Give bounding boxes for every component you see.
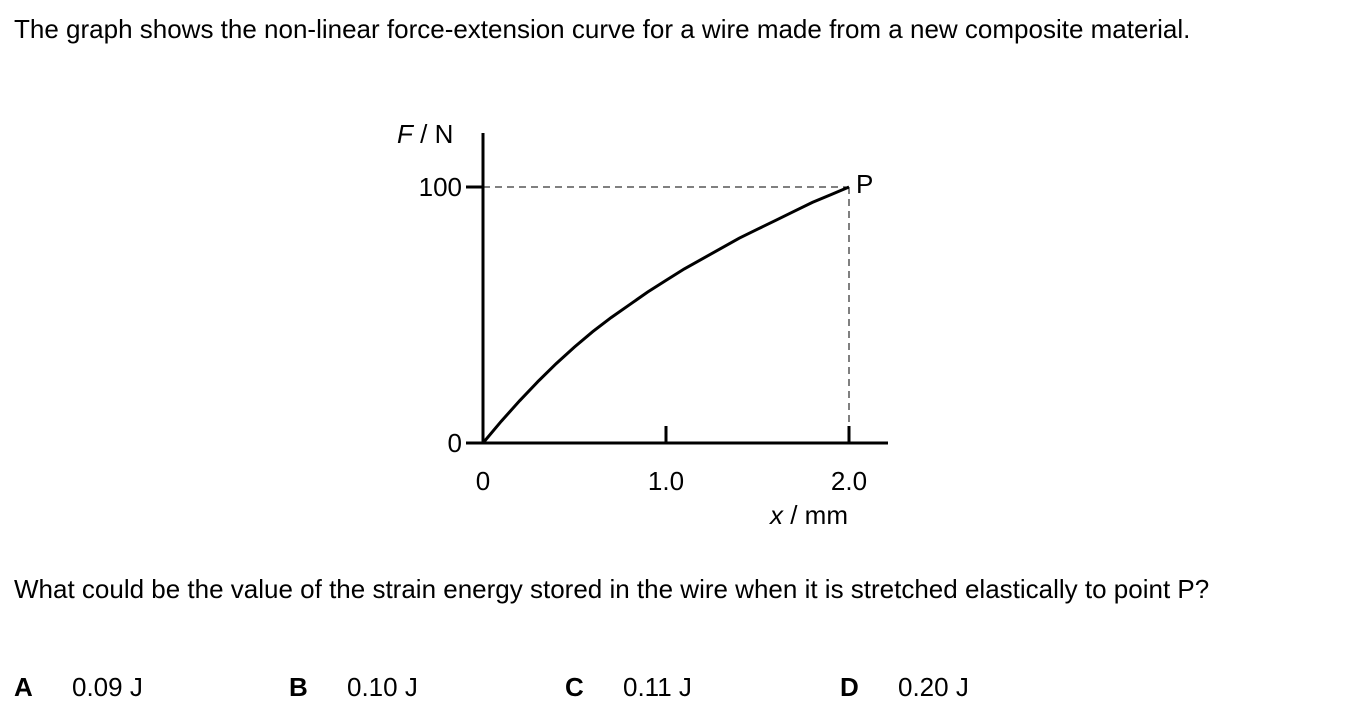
x-axis-unit: mm — [805, 500, 848, 530]
question-intro: The graph shows the non-linear force-ext… — [14, 14, 1191, 44]
option-letter: D — [840, 672, 859, 702]
option-letter: B — [289, 672, 308, 702]
option-value: 0.11 J — [623, 672, 692, 702]
option-value: 0.20 J — [898, 672, 969, 702]
option-c[interactable]: C 0.11 J — [565, 672, 692, 703]
option-letter: C — [565, 672, 584, 702]
option-value: 0.09 J — [72, 672, 143, 702]
option-d[interactable]: D 0.20 J — [840, 672, 969, 703]
y-tick-label: 100 — [419, 172, 462, 202]
x-axis-symbol: x — [768, 500, 784, 530]
x-tick-label: 1.0 — [648, 466, 684, 496]
y-axis-unit: N — [435, 119, 454, 149]
option-letter: A — [14, 672, 33, 702]
option-value: 0.10 J — [347, 672, 418, 702]
x-axis-label: x / mm — [768, 500, 848, 530]
question-prompt: What could be the value of the strain en… — [14, 574, 1210, 604]
option-a[interactable]: A 0.09 J — [14, 672, 143, 703]
point-p-label: P — [856, 169, 873, 199]
x-tick-label: 2.0 — [831, 466, 867, 496]
force-extension-curve — [481, 185, 850, 444]
y-tick-label: 0 — [448, 428, 462, 458]
y-axis-symbol: F — [397, 119, 415, 149]
x-tick-label: 0 — [476, 466, 490, 496]
answer-options: A 0.09 J B 0.10 J C 0.11 J D 0.20 J — [0, 672, 1346, 712]
option-b[interactable]: B 0.10 J — [289, 672, 418, 703]
y-axis-label: F / N — [397, 119, 453, 149]
